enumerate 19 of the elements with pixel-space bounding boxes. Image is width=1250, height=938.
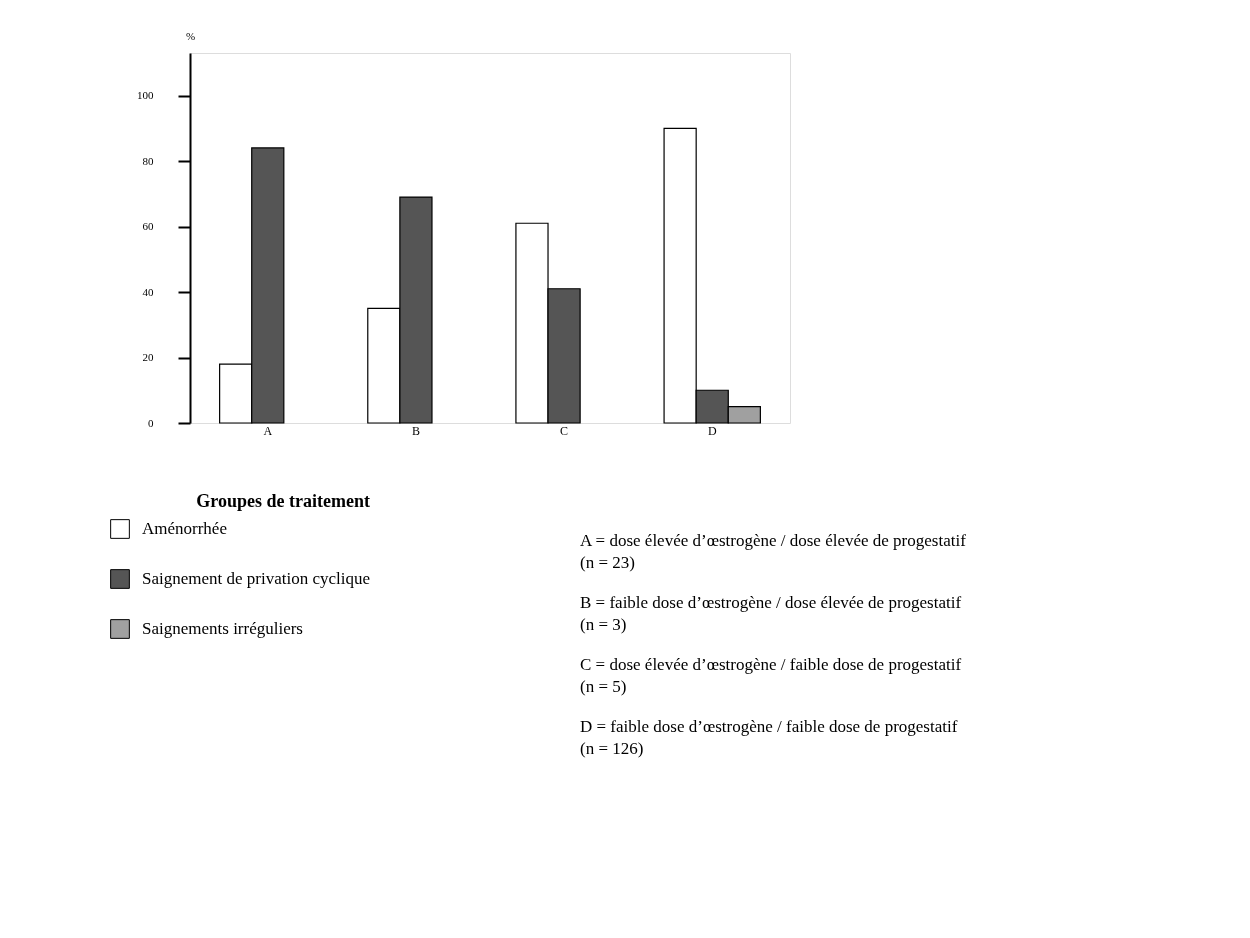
x-tick-label: A: [263, 423, 273, 438]
y-tick-label: 100: [137, 89, 154, 102]
x-axis-title: Groupes de traitement: [196, 491, 370, 511]
legend-label: Saignement de privation cyclique: [142, 569, 371, 588]
x-tick-label: C: [560, 423, 569, 438]
legend-label: Saignements irréguliers: [142, 619, 303, 638]
text: A = dose élevée d’œstrogène / dose élevée de progestatif (n = 23): [580, 531, 967, 572]
y-tick-label: 40: [142, 285, 154, 298]
x-tick-label: B: [411, 423, 420, 438]
text: B = faible dose d’œstrogène / dose élevée de progestatif (n = 3): [580, 593, 962, 634]
text: C = dose élevée d’œstrogène / faible dose de progestatif (n = 5): [580, 655, 962, 696]
legend-label: Aménorrhée: [142, 519, 227, 538]
y-tick-label: 60: [142, 220, 154, 233]
y-tick-label: 80: [142, 154, 154, 167]
text: D = faible dose d’œstrogène / faible dose de progestatif (n = 126): [580, 717, 958, 758]
y-tick-label: 20: [142, 351, 154, 364]
x-tick-label: D: [707, 423, 717, 438]
y-tick-label: 0: [148, 416, 154, 429]
y-axis-title: %: [185, 29, 196, 42]
